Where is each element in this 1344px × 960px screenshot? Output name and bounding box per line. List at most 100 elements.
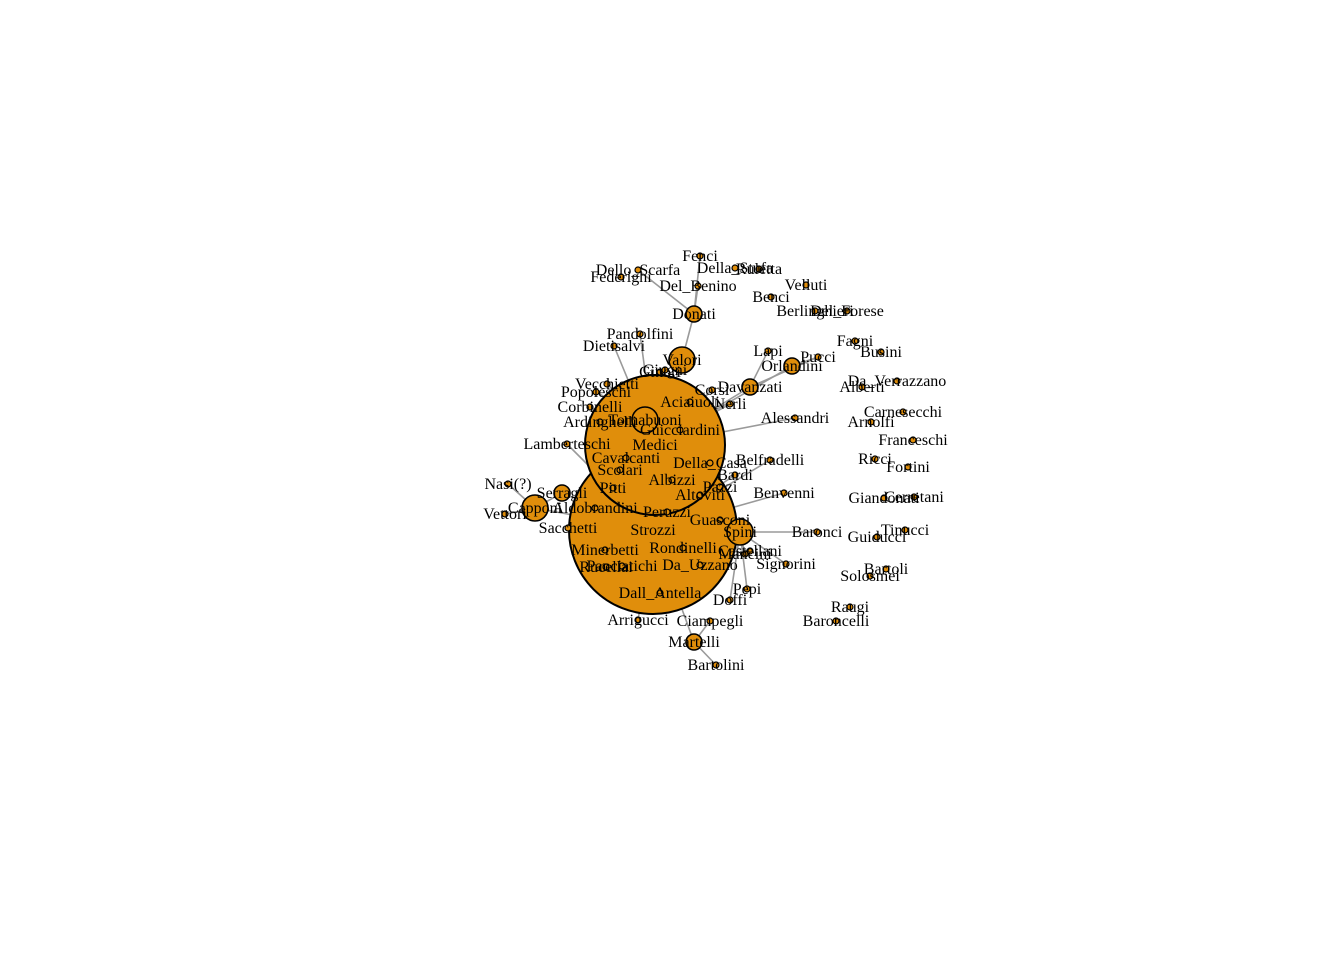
node-vettori[interactable] xyxy=(501,510,509,518)
node-signorini[interactable] xyxy=(782,560,790,568)
node-label-pitti: Pitti xyxy=(600,480,627,497)
node-spini[interactable] xyxy=(726,518,754,546)
node-aciaiuoli[interactable] xyxy=(686,398,694,406)
node-guasconi[interactable] xyxy=(716,516,724,524)
node-albizzi[interactable] xyxy=(668,476,676,484)
node-pepi[interactable] xyxy=(743,585,751,593)
node-dall-antella[interactable] xyxy=(656,589,664,597)
node-label-peruzzi: Peruzzi xyxy=(643,504,692,521)
node-orlandini[interactable] xyxy=(783,357,801,375)
node-rucellai[interactable] xyxy=(602,563,610,571)
node-guiducci[interactable] xyxy=(873,533,881,541)
node-busini[interactable] xyxy=(877,348,885,356)
node-berlinghieri[interactable] xyxy=(811,307,819,315)
node-panciatichi[interactable] xyxy=(618,562,626,570)
node-baroncelli[interactable] xyxy=(832,617,840,625)
node-pitti[interactable] xyxy=(609,484,617,492)
node-benvenni[interactable] xyxy=(780,489,788,497)
node-giandonati[interactable] xyxy=(880,494,888,502)
node-label-solosmei: Solosmei xyxy=(840,568,900,585)
node-alberti[interactable] xyxy=(858,383,866,391)
node-franceschi[interactable] xyxy=(909,436,917,444)
node-lapi[interactable] xyxy=(764,347,772,355)
node-solosmei[interactable] xyxy=(866,572,874,580)
node-raugi[interactable] xyxy=(846,603,854,611)
node-castellani[interactable] xyxy=(746,547,754,555)
node-alessandri[interactable] xyxy=(791,414,799,422)
node-carnesecchi[interactable] xyxy=(899,408,907,416)
node-label-rondinelli: Rondinelli xyxy=(649,540,717,557)
node-aldobrandini[interactable] xyxy=(591,504,599,512)
edge-donati-dello_scarfa xyxy=(637,269,695,315)
node-ruletta[interactable] xyxy=(755,265,763,273)
node-ricci[interactable] xyxy=(871,455,879,463)
node-doffi[interactable] xyxy=(726,596,734,604)
node-serragli[interactable] xyxy=(553,484,571,502)
node-scolari[interactable] xyxy=(616,466,624,474)
node-corbinelli[interactable] xyxy=(586,403,594,411)
node-dello-scarfa[interactable] xyxy=(634,266,642,274)
node-fortini[interactable] xyxy=(904,463,912,471)
node-ardinghelli[interactable] xyxy=(596,418,604,426)
node-label-bartolini: Bartolini xyxy=(688,657,745,674)
node-capponi[interactable] xyxy=(521,494,549,522)
node-pucci[interactable] xyxy=(814,353,822,361)
node-del-benino[interactable] xyxy=(694,282,702,290)
node-arnolfi[interactable] xyxy=(867,418,875,426)
node-benci[interactable] xyxy=(767,293,775,301)
node-sacchetti[interactable] xyxy=(564,524,572,532)
node-da-uzzano[interactable] xyxy=(696,561,704,569)
node-della-stufa[interactable] xyxy=(731,264,739,272)
node-nasi[interactable] xyxy=(504,480,512,488)
node-nerli[interactable] xyxy=(726,400,734,408)
node-mancini[interactable] xyxy=(741,550,749,558)
node-vecchietti[interactable] xyxy=(603,380,611,388)
node-del-forese[interactable] xyxy=(843,307,851,315)
node-label-giandonati: Giandonati xyxy=(848,490,920,507)
node-cavalcanti[interactable] xyxy=(622,454,630,462)
node-label-federighi: Federighi xyxy=(590,269,652,286)
node-rondinelli[interactable] xyxy=(679,544,687,552)
node-arrigucci[interactable] xyxy=(634,616,642,624)
node-federighi[interactable] xyxy=(617,273,625,281)
node-martelli[interactable] xyxy=(685,633,703,651)
node-ciampegli[interactable] xyxy=(706,617,714,625)
node-dietisalvi[interactable] xyxy=(610,342,618,350)
node-label-benci: Benci xyxy=(752,289,790,306)
node-corsi[interactable] xyxy=(708,386,716,394)
node-medici[interactable] xyxy=(584,374,726,516)
node-tornabuoni[interactable] xyxy=(631,406,659,434)
node-pazzi[interactable] xyxy=(716,483,724,491)
node-label-bartoli: Bartoli xyxy=(864,561,909,578)
node-bardi[interactable] xyxy=(731,471,739,479)
node-tinucci[interactable] xyxy=(901,526,909,534)
node-lamberteschi[interactable] xyxy=(563,440,571,448)
node-guicciardini[interactable] xyxy=(676,426,684,434)
node-baronci[interactable] xyxy=(813,528,821,536)
node-fagni[interactable] xyxy=(851,337,859,345)
node-label-strozzi: Strozzi xyxy=(630,522,676,539)
node-valori[interactable] xyxy=(668,346,696,374)
node-da-verrazzano[interactable] xyxy=(893,377,901,385)
node-label-tornabuoni: Tornabuoni xyxy=(608,412,682,429)
node-label-carnesecchi: Carnesecchi xyxy=(864,404,943,421)
node-label-aldobrandini: Aldobrandini xyxy=(552,500,638,517)
node-belfradelli[interactable] xyxy=(766,456,774,464)
node-label-medici: Medici xyxy=(632,437,678,454)
node-donati[interactable] xyxy=(685,305,703,323)
node-label-guicciardini: Guicciardini xyxy=(640,422,721,439)
node-fenci[interactable] xyxy=(696,252,704,260)
node-popoleschi[interactable] xyxy=(592,388,600,396)
node-giugni[interactable] xyxy=(661,366,669,374)
node-velluti[interactable] xyxy=(802,281,810,289)
node-bartolini[interactable] xyxy=(712,661,720,669)
node-davanzati[interactable] xyxy=(741,378,759,396)
node-altoviti[interactable] xyxy=(696,491,704,499)
node-bartoli[interactable] xyxy=(882,565,890,573)
node-cerretani[interactable] xyxy=(910,493,918,501)
node-pandolfini[interactable] xyxy=(636,330,644,338)
node-della-casa[interactable] xyxy=(706,459,714,467)
node-label-mancini: Mancini xyxy=(718,546,772,563)
node-minerbetti[interactable] xyxy=(601,546,609,554)
node-peruzzi[interactable] xyxy=(663,508,671,516)
